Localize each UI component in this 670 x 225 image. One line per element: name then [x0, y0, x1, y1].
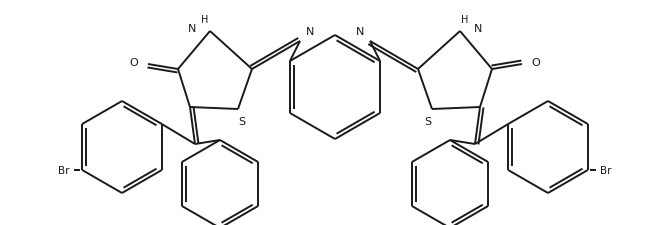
Text: Br: Br: [600, 165, 612, 175]
Text: Br: Br: [58, 165, 70, 175]
Text: N: N: [474, 24, 482, 34]
Text: N: N: [188, 24, 196, 34]
Text: H: H: [462, 15, 469, 25]
Text: O: O: [531, 58, 541, 68]
Text: S: S: [239, 117, 246, 126]
Text: S: S: [424, 117, 431, 126]
Text: H: H: [201, 15, 208, 25]
Text: O: O: [129, 58, 139, 68]
Text: N: N: [356, 27, 364, 37]
Text: N: N: [306, 27, 314, 37]
